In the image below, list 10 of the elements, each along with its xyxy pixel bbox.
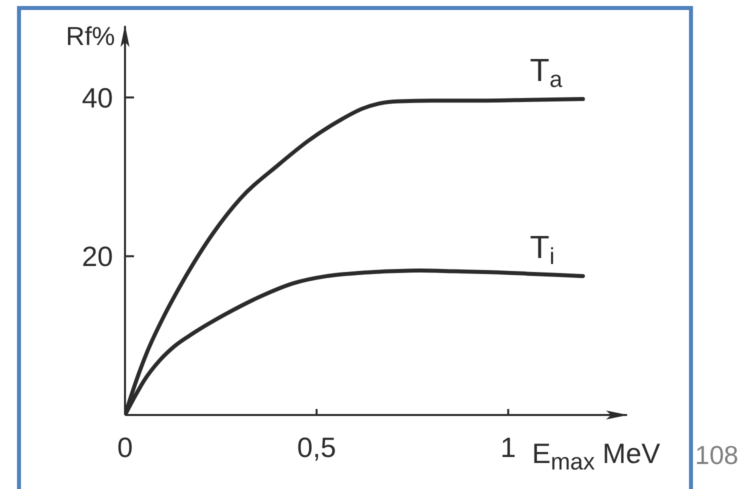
x-tick-label: 1 [500, 432, 516, 463]
y-axis-title: Rf% [64, 21, 115, 51]
series-label: T$_{a}$ [530, 52, 562, 92]
x-tick-label: 0 [117, 432, 133, 463]
text: 108 [695, 440, 738, 470]
y-tick-label: 20 [82, 241, 113, 272]
y-tick-label: 40 [82, 82, 113, 114]
series-label: T$_{i}$ [530, 229, 555, 269]
x-tick-label: 0,5 [297, 432, 336, 463]
x-axis-title: E$_{max}$ MeV [532, 438, 660, 475]
